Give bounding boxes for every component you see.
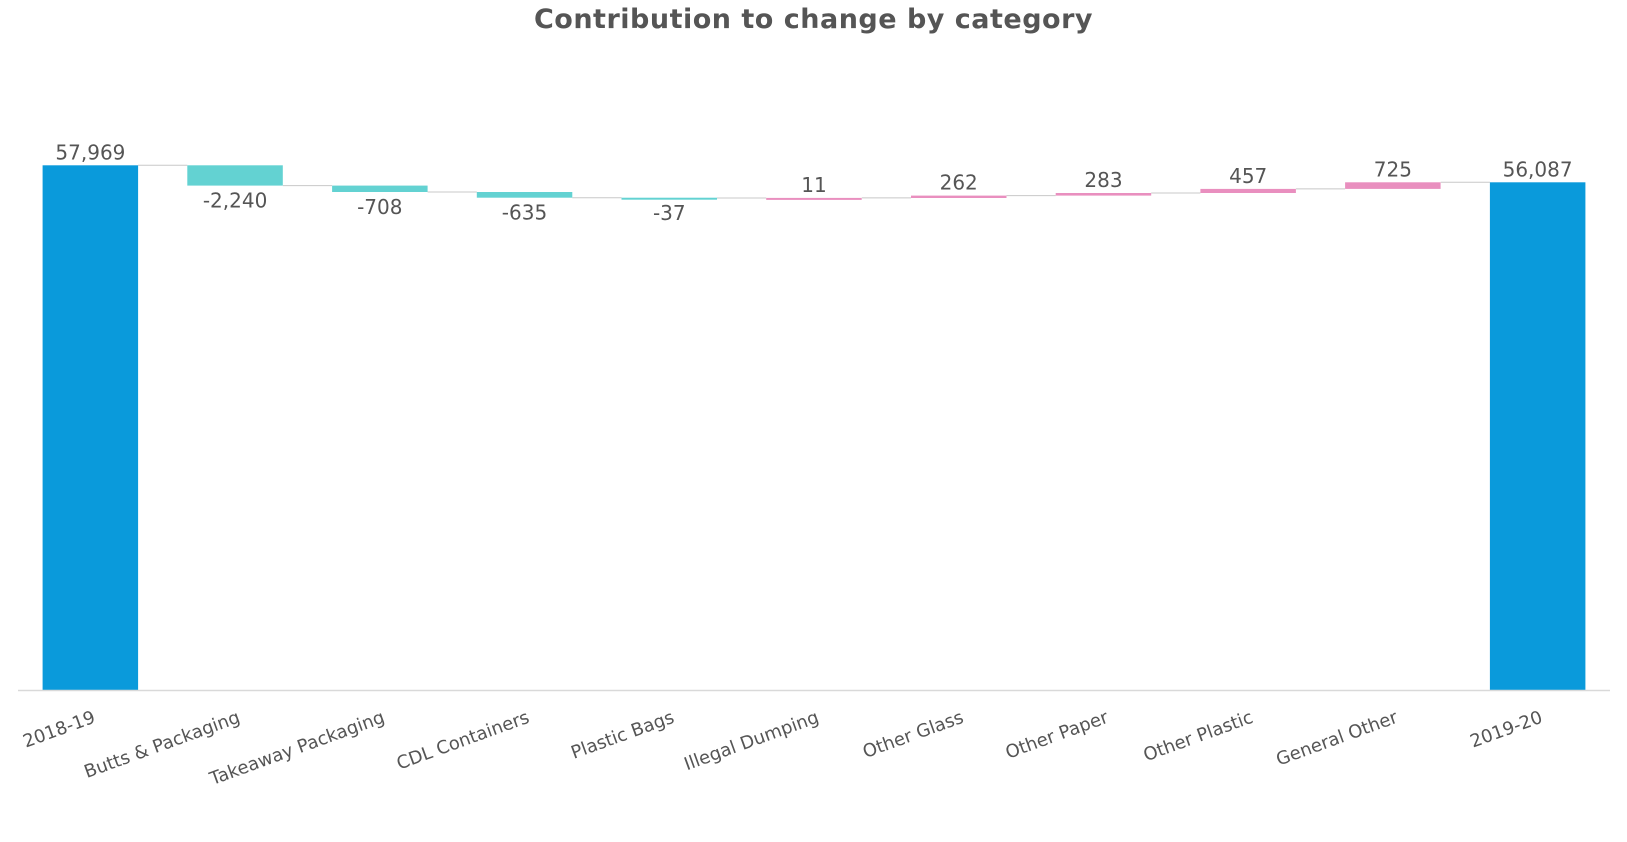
- bar-other-glass: [911, 195, 1007, 198]
- data-labels: 57,969 -2,240 -708 -635 -37 11 262 283 457 725 56,…: [55, 140, 1572, 225]
- bar-butts-packaging: [187, 165, 283, 186]
- data-label: 457: [1229, 164, 1267, 188]
- data-label: 283: [1084, 168, 1122, 192]
- data-label: -635: [502, 201, 547, 225]
- chart-title: Contribution to change by category: [533, 4, 1094, 35]
- bar-2019-20: [1489, 182, 1586, 691]
- bar-illegal-dumping: [766, 197, 862, 200]
- tick-label: General Other: [1273, 707, 1401, 771]
- tick-label: CDL Containers: [394, 707, 532, 774]
- data-label: 262: [940, 171, 978, 195]
- bar-general-other: [1345, 182, 1441, 189]
- bar-plastic-bags: [621, 197, 717, 200]
- bar-cdl-containers: [476, 192, 573, 198]
- data-label: 57,969: [55, 140, 125, 164]
- chart-bars: [42, 165, 1586, 691]
- connector-lines: [138, 164, 1490, 199]
- tick-label: Illegal Dumping: [681, 707, 821, 775]
- data-label: 725: [1374, 157, 1412, 181]
- data-label: -37: [653, 201, 686, 225]
- data-label: -2,240: [203, 189, 267, 213]
- bar-takeaway-packaging: [332, 185, 428, 192]
- data-label: -708: [357, 195, 402, 219]
- tick-label: Other Plastic: [1141, 707, 1256, 766]
- tick-label: 2018-19: [20, 707, 98, 752]
- data-label: 56,087: [1503, 157, 1573, 181]
- data-label: 11: [801, 173, 826, 197]
- tick-label: Other Paper: [1003, 707, 1112, 764]
- bar-other-plastic: [1200, 188, 1296, 193]
- bar-2018-19: [42, 165, 139, 691]
- tick-label: Other Glass: [860, 707, 966, 763]
- tick-label: 2019-20: [1467, 707, 1545, 752]
- bar-other-paper: [1055, 193, 1152, 196]
- tick-label: Plastic Bags: [568, 707, 677, 764]
